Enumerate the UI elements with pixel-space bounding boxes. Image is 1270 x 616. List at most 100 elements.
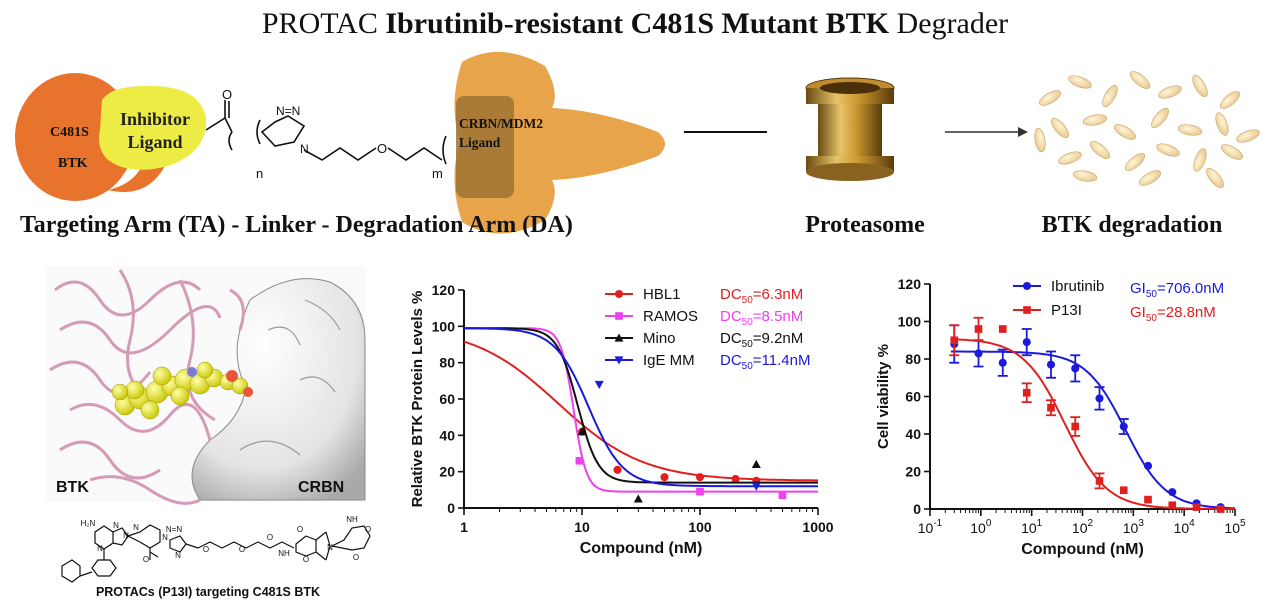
- protac-schematic: C481S BTK Inhibitor Ligand O n N=N N O m: [15, 51, 1260, 238]
- ribbon-strand: [59, 440, 161, 480]
- ribbon-strand: [178, 279, 216, 422]
- fragment: [1158, 85, 1182, 99]
- x-tick-label: 104: [1174, 518, 1196, 536]
- data-point: [1022, 338, 1031, 347]
- label-crbn-structure: CRBN: [298, 479, 344, 496]
- legend-value: GI50=28.8nM: [1130, 304, 1216, 324]
- chart-cell-viability: 0 20 40 60 80 100 120 10-1 100 101 102 103 104 105 Com…: [875, 276, 1246, 558]
- data-point: [1047, 403, 1055, 412]
- e3-ligase: CRBN/MDM2 Ligand: [454, 51, 665, 234]
- sphere-nitrogen: [187, 367, 197, 377]
- data-point: [731, 474, 740, 483]
- x-tick-label: 100: [688, 519, 712, 535]
- data-point: [1095, 394, 1104, 403]
- ribbon-strand: [229, 288, 245, 331]
- legend-label: Ibrutinib: [1051, 278, 1104, 295]
- fragment: [1139, 170, 1161, 186]
- sphere: [111, 383, 129, 401]
- atom-label: O: [239, 545, 245, 554]
- data-point: [751, 482, 761, 491]
- y-tick-label: 0: [447, 500, 455, 516]
- y-tick-label: 40: [439, 427, 455, 443]
- sphere-oxygen: [243, 387, 253, 397]
- atom-label: NH: [346, 515, 358, 524]
- fragment: [1219, 91, 1241, 109]
- chem-oxygen-carbonyl: O: [222, 87, 232, 102]
- data-point: [614, 289, 624, 299]
- sphere: [152, 366, 172, 386]
- y-tick-label: 0: [913, 501, 921, 517]
- fragment: [1124, 153, 1146, 171]
- y-tick-label: 20: [905, 464, 921, 480]
- data-point: [1192, 503, 1201, 511]
- figure-title: PROTAC Ibrutinib-resistant C481S Mutant …: [262, 7, 1008, 40]
- legend-label: HBL1: [643, 286, 681, 303]
- caption-proteasome: Proteasome: [805, 212, 925, 238]
- protac-molecule-structure: [61, 524, 371, 583]
- ribbon-strand: [69, 402, 212, 441]
- inhibitor-ligand: Inhibitor Ligand: [99, 85, 207, 170]
- ligand-label-1: Inhibitor: [120, 109, 190, 129]
- data-point: [575, 456, 584, 465]
- data-point: [1144, 495, 1152, 504]
- chem-n-subscript: n: [256, 166, 263, 181]
- protac-spheres: [111, 361, 253, 420]
- sphere: [140, 400, 160, 420]
- target-label-2: BTK: [58, 156, 88, 171]
- x-tick-label: 10-1: [918, 518, 943, 536]
- fragment: [1068, 75, 1092, 89]
- data-point: [1119, 422, 1128, 431]
- data-point: [1168, 488, 1177, 497]
- data-point: [594, 380, 604, 389]
- y-tick-label: 120: [898, 276, 922, 292]
- fragment: [1177, 124, 1203, 136]
- fragment: [1156, 143, 1180, 157]
- ligand-label-2: Ligand: [127, 132, 182, 152]
- fragment: [1221, 144, 1243, 160]
- atom-label: N: [162, 533, 168, 542]
- molecule-caption: PROTACs (P13I) targeting C481S BTK: [96, 585, 320, 599]
- fragment: [1151, 107, 1169, 129]
- sphere: [170, 386, 190, 406]
- atom-label: N: [133, 523, 139, 532]
- chem-nn: N=N: [276, 104, 300, 118]
- x-tick-label: 105: [1224, 518, 1246, 536]
- y-axis-label: Relative BTK Protein Levels %: [409, 291, 426, 508]
- series-line-ige-mm: [464, 327, 818, 488]
- linker-structure: [205, 100, 447, 165]
- data-point: [660, 473, 669, 482]
- data-point: [778, 491, 787, 500]
- fragment: [1051, 117, 1069, 139]
- y-tick-label: 40: [905, 426, 921, 442]
- legend-label: IgE MM: [643, 352, 695, 369]
- data-point: [998, 358, 1007, 367]
- y-axis-label: Cell viability %: [875, 344, 892, 449]
- fragment: [1072, 170, 1098, 182]
- y-tick-label: 80: [905, 351, 921, 367]
- x-tick-label: 102: [1072, 518, 1094, 536]
- fragment: [1215, 112, 1229, 136]
- legend-label: Mino: [643, 330, 676, 347]
- legend-value: GI50=706.0nM: [1130, 280, 1224, 300]
- ribbon-strand: [89, 475, 201, 505]
- data-point: [1022, 281, 1032, 291]
- data-point: [1143, 461, 1153, 470]
- label-btk-structure: BTK: [56, 479, 89, 496]
- y-tick-label: 60: [905, 389, 921, 405]
- crbn-surface: [191, 278, 366, 501]
- fragment: [1039, 90, 1061, 106]
- data-point: [974, 325, 983, 333]
- chem-m-subscript: m: [432, 166, 443, 181]
- e3-ligand-label-1: CRBN/MDM2: [459, 116, 543, 131]
- ribbon-strand: [54, 280, 202, 317]
- y-tick-label: 20: [439, 464, 455, 480]
- sphere: [196, 361, 214, 379]
- y-tick-label: 100: [898, 314, 922, 330]
- degradation-arrow: [945, 127, 1028, 137]
- data-point: [950, 336, 959, 345]
- ribbon-strand: [59, 305, 222, 355]
- fragment: [1102, 85, 1118, 107]
- atom-label: O: [303, 555, 309, 564]
- x-tick-label: 100: [970, 518, 992, 536]
